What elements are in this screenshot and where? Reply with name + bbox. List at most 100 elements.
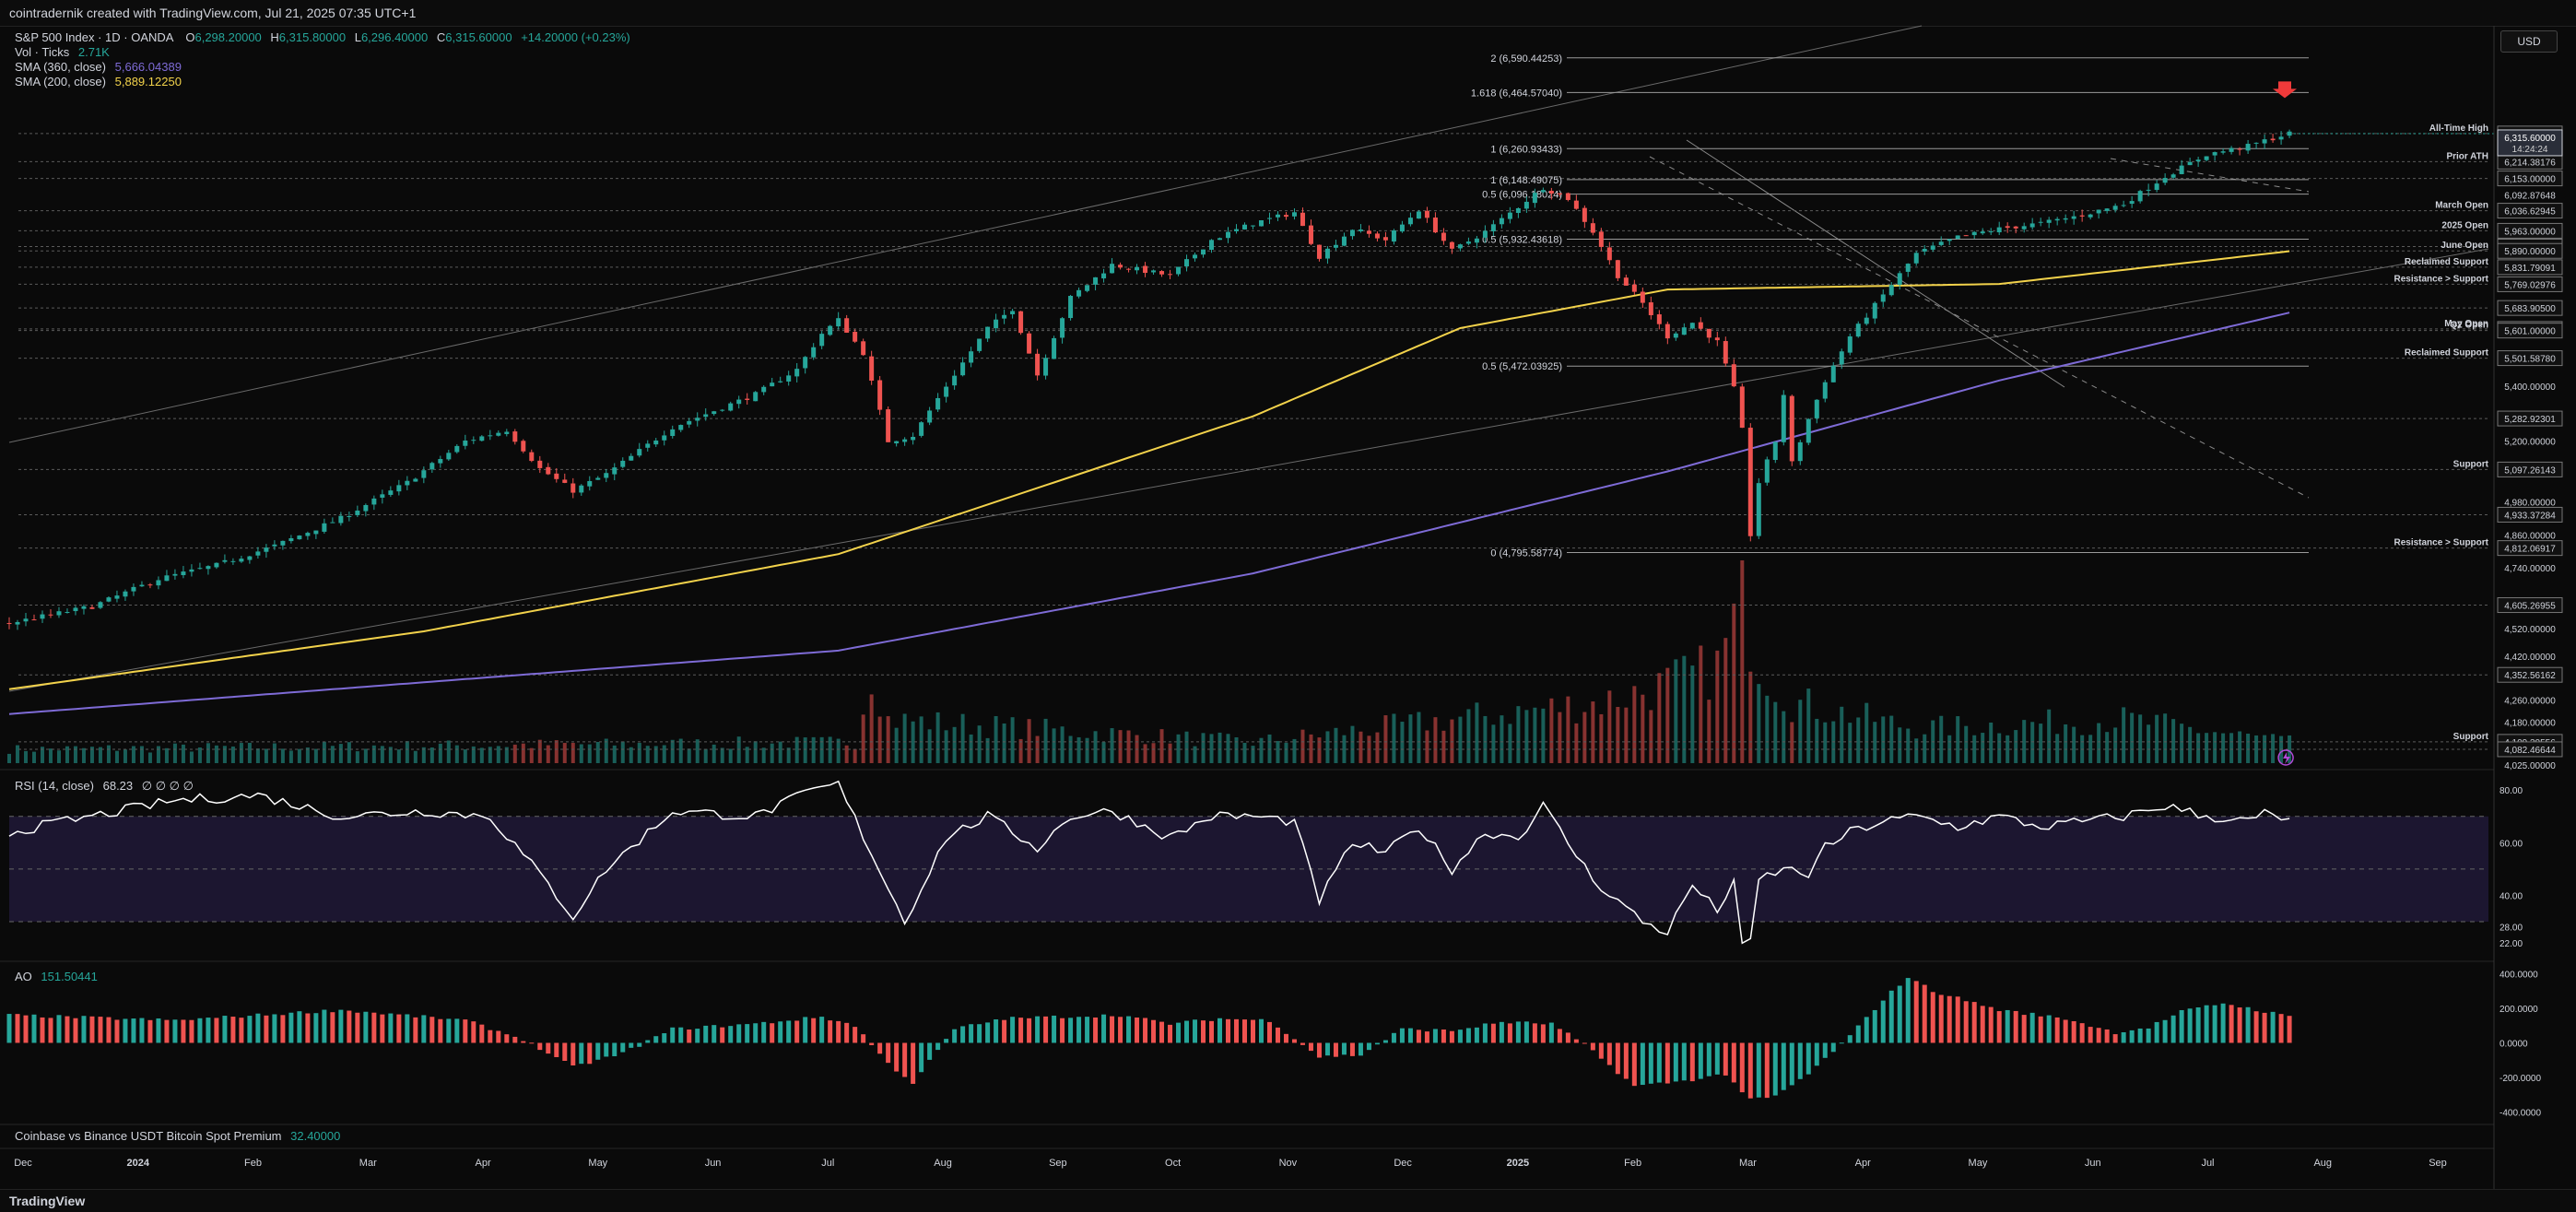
volume-bar xyxy=(2064,724,2068,763)
ao-bar xyxy=(1905,978,1911,1043)
volume-bar xyxy=(1856,717,1861,763)
candle-body xyxy=(363,504,369,512)
ao-bar xyxy=(272,1014,277,1043)
candle-body xyxy=(861,341,866,356)
ao-bar xyxy=(2237,1007,2242,1043)
candle-body xyxy=(2121,205,2126,206)
ohlc-close: C6,315.60000 xyxy=(436,30,512,44)
volume-bar xyxy=(886,716,890,763)
candle-body xyxy=(1308,225,1313,244)
price-tag-box xyxy=(2497,242,2563,259)
volume-legend[interactable]: Vol · Ticks 2.71K xyxy=(15,45,110,59)
ao-bar xyxy=(65,1016,70,1043)
volume-bar xyxy=(1193,746,1197,763)
volume-bar xyxy=(2030,722,2035,763)
countdown-timer: 14:24:24 xyxy=(2512,145,2548,155)
candle-body xyxy=(1955,235,1960,239)
price-tag: 4,082.46644 xyxy=(2504,746,2556,756)
premium-legend[interactable]: Coinbase vs Binance USDT Bitcoin Spot Pr… xyxy=(15,1129,340,1143)
ao-legend[interactable]: AO 151.50441 xyxy=(15,970,98,983)
candle-body xyxy=(2071,216,2076,219)
ao-bar xyxy=(1250,1019,1255,1043)
candle-body xyxy=(1631,284,1637,292)
volume-bar xyxy=(853,748,857,763)
candle-body xyxy=(189,569,194,572)
ao-bar xyxy=(114,1019,120,1043)
volume-bar xyxy=(40,747,44,763)
candle-body xyxy=(1300,212,1305,227)
sma360-line[interactable] xyxy=(8,312,2290,715)
volume-bar xyxy=(189,751,194,763)
currency-button[interactable]: USD xyxy=(2500,30,2558,53)
candle-body xyxy=(853,332,858,342)
sma200-line[interactable] xyxy=(8,250,2290,690)
ao-bar xyxy=(1076,1017,1082,1043)
sma360-legend[interactable]: SMA (360, close) 5,666.04389 xyxy=(15,60,182,74)
ao-bar xyxy=(1557,1029,1562,1043)
ao-bar xyxy=(1814,1042,1819,1066)
ao-bar xyxy=(189,1019,194,1043)
symbol-name[interactable]: S&P 500 Index · 1D · OANDA xyxy=(15,30,173,44)
ao-bar xyxy=(81,1016,87,1043)
ao-bar xyxy=(662,1033,667,1043)
candle-body xyxy=(587,480,593,487)
ao-bar xyxy=(1151,1019,1157,1043)
volume-bar xyxy=(106,745,111,763)
candle-body xyxy=(1590,223,1595,233)
volume-bar xyxy=(2138,714,2143,763)
dashed-projection-line[interactable] xyxy=(1649,156,2310,499)
volume-bar xyxy=(952,726,957,763)
candle-body xyxy=(1930,245,1935,250)
volume-bar xyxy=(612,745,617,763)
volume-bar xyxy=(156,746,160,763)
dashed-short-projection[interactable] xyxy=(2110,158,2310,193)
ao-bar xyxy=(2204,1005,2209,1043)
candle-body xyxy=(952,375,958,386)
ao-bar xyxy=(239,1018,244,1043)
candle-body xyxy=(944,386,949,397)
fib-level-label: 1 (6,260.93433) xyxy=(1490,144,1562,155)
candle-body xyxy=(65,611,70,613)
ao-bar xyxy=(405,1014,410,1043)
volume-bar xyxy=(1624,707,1629,763)
candle-body xyxy=(1449,241,1454,249)
ao-bar xyxy=(1490,1023,1496,1043)
lightning-icon[interactable] xyxy=(2277,749,2294,766)
ao-bar xyxy=(1135,1018,1140,1043)
volume-bar xyxy=(73,746,77,763)
rsi-legend[interactable]: RSI (14, close) 68.23 ∅ ∅ ∅ ∅ xyxy=(15,779,194,794)
ao-bar xyxy=(313,1013,319,1043)
volume-bar xyxy=(1665,667,1670,763)
main-legend-row[interactable]: S&P 500 Index · 1D · OANDA O6,298.20000 … xyxy=(15,30,630,44)
ao-bar xyxy=(297,1011,302,1043)
downtrend-line[interactable] xyxy=(1686,139,2065,388)
ao-bar xyxy=(720,1027,725,1043)
candle-body xyxy=(1723,341,1728,364)
candle-body xyxy=(1324,248,1330,259)
ao-bar xyxy=(1797,1042,1803,1079)
volume-bar xyxy=(935,712,940,763)
price-axis-tick: 4,520.00000 xyxy=(2504,625,2556,635)
volume-bar xyxy=(347,742,351,763)
ao-bar xyxy=(172,1019,178,1043)
rsi-line[interactable] xyxy=(8,780,2290,945)
time-axis-tick: Jul xyxy=(821,1158,834,1169)
sma200-legend[interactable]: SMA (200, close) 5,889.12250 xyxy=(15,75,182,88)
candle-body xyxy=(1135,266,1140,271)
candle-body xyxy=(347,515,352,517)
ao-bar xyxy=(2179,1009,2184,1043)
ao-bar xyxy=(1864,1017,1869,1043)
ao-bar xyxy=(554,1042,559,1057)
ao-bar xyxy=(1242,1019,1248,1043)
upper-channel-trendline[interactable] xyxy=(8,25,1923,443)
down-arrow-icon[interactable] xyxy=(2273,81,2297,99)
price-tag-box xyxy=(2497,410,2563,427)
candle-body xyxy=(247,556,253,560)
ao-bar xyxy=(1756,1042,1761,1098)
volume-bar xyxy=(405,741,409,763)
candle-body xyxy=(844,318,850,333)
lower-channel-trendline[interactable] xyxy=(8,248,2489,692)
ao-bar xyxy=(894,1042,900,1072)
ao-bar xyxy=(2195,1006,2201,1043)
